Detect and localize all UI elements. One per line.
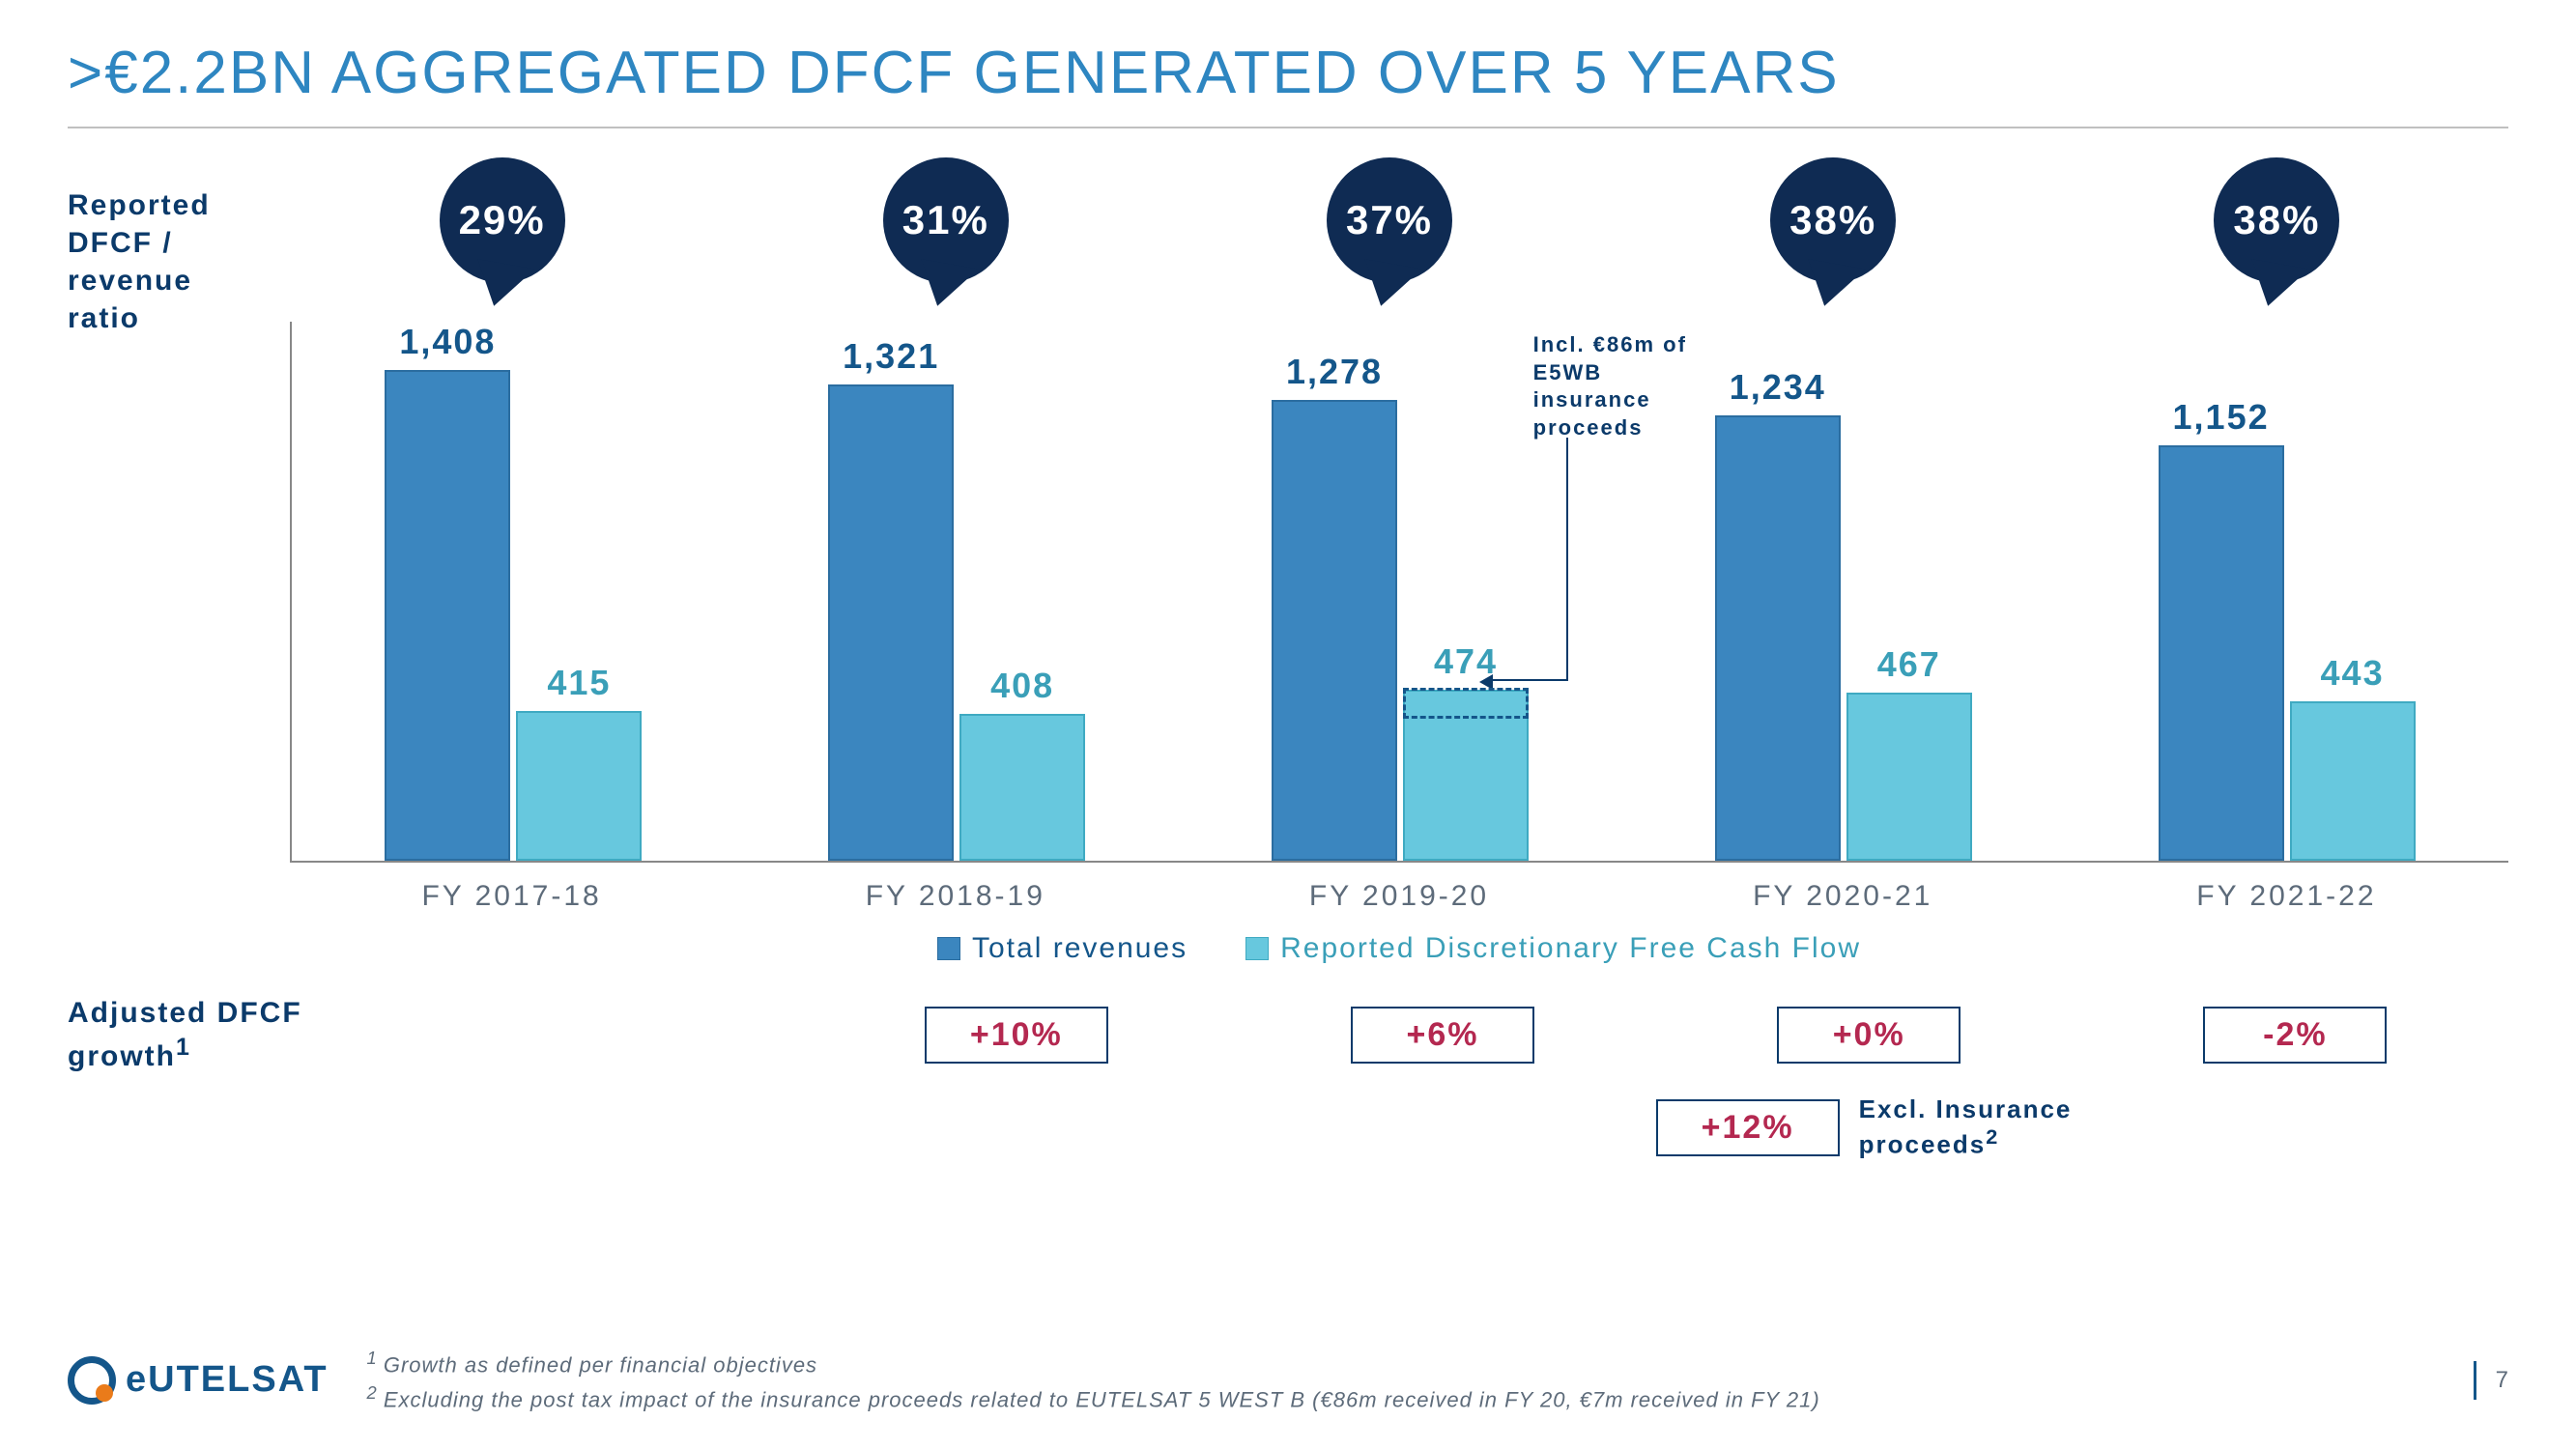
dfcf-bar-wrap: 443 — [2290, 322, 2416, 861]
chart-legend: Total revenues Reported Discretionary Fr… — [290, 932, 2508, 965]
footnote-1: Growth as defined per financial objectiv… — [384, 1352, 817, 1377]
legend-swatch-revenue — [937, 937, 960, 960]
excl-row: +12% Excl. Insurance proceeds2 — [68, 1094, 2508, 1160]
footer: eUTELSAT 1 Growth as defined per financi… — [68, 1346, 2508, 1415]
dfcf-value: 408 — [990, 666, 1054, 706]
bubble-tail-icon — [913, 259, 978, 312]
category-label: FY 2019-20 — [1177, 880, 1620, 913]
dfcf-bar-wrap: 474 — [1403, 322, 1529, 861]
dfcf-value: 443 — [2321, 653, 2385, 694]
ratio-bubble: 31% — [883, 157, 1028, 302]
revenue-bar — [385, 370, 510, 861]
legend-item-revenue: Total revenues — [937, 932, 1188, 965]
revenue-value: 1,408 — [399, 322, 496, 362]
growth-value-box: -2% — [2203, 1007, 2387, 1064]
growth-boxes: +10% +6% +0% -2% — [377, 1007, 2508, 1064]
bubble-tail-icon — [1358, 259, 1422, 312]
legend-swatch-dfcf — [1245, 937, 1269, 960]
category-label: FY 2018-19 — [733, 880, 1177, 913]
growth-row: Adjusted DFCF growth1 +10% +6% +0% -2% — [68, 994, 2508, 1075]
bar-group: 1,234 467 — [1621, 322, 2065, 861]
revenue-bar-wrap: 1,408 — [385, 322, 510, 861]
dfcf-value: 415 — [547, 663, 611, 703]
chart-wrap: 29% 31% 37% 38% 38% Incl. €86m of E5WB i… — [290, 157, 2508, 965]
eutelsat-logo: eUTELSAT — [68, 1356, 329, 1405]
dfcf-bar — [516, 711, 642, 861]
ratio-bubble: 37% — [1327, 157, 1472, 302]
dfcf-value: 467 — [1877, 644, 1941, 685]
content-area: Reported DFCF / revenue ratio 29% 31% 37… — [68, 157, 2508, 965]
logo-text: eUTELSAT — [126, 1359, 329, 1401]
revenue-bar — [828, 384, 954, 861]
bar-group: 1,152 443 — [2065, 322, 2508, 861]
title-divider — [68, 127, 2508, 128]
category-label: FY 2021-22 — [2065, 880, 2508, 913]
revenue-bar-wrap: 1,234 — [1715, 322, 1841, 861]
page-number: 7 — [2474, 1361, 2508, 1400]
dfcf-bar-wrap: 415 — [516, 322, 642, 861]
dfcf-bar-wrap: 467 — [1846, 322, 1972, 861]
logo-mark-icon — [68, 1356, 116, 1405]
dfcf-value: 474 — [1434, 641, 1498, 682]
revenue-bar — [1715, 415, 1841, 861]
revenue-bar-wrap: 1,152 — [2159, 322, 2284, 861]
legend-item-dfcf: Reported Discretionary Free Cash Flow — [1245, 932, 1861, 965]
bar-group: 1,278 474 — [1179, 322, 1622, 861]
legend-label-revenue: Total revenues — [972, 932, 1188, 965]
bubble-tail-icon — [1801, 259, 1866, 312]
ratio-label: Reported DFCF / revenue ratio — [68, 157, 261, 965]
legend-label-dfcf: Reported Discretionary Free Cash Flow — [1280, 932, 1861, 965]
bar-group: 1,321 408 — [735, 322, 1179, 861]
ratio-bubble: 38% — [1770, 157, 1915, 302]
bubble-tail-icon — [470, 259, 534, 312]
footnotes: 1 Growth as defined per financial object… — [367, 1346, 1820, 1415]
revenue-value: 1,278 — [1286, 352, 1383, 392]
slide-title: >€2.2BN AGGREGATED DFCF GENERATED OVER 5… — [68, 39, 2508, 107]
x-axis-labels: FY 2017-18FY 2018-19FY 2019-20FY 2020-21… — [290, 880, 2508, 913]
growth-value-box: +0% — [1777, 1007, 1961, 1064]
revenue-value: 1,234 — [1730, 367, 1826, 408]
revenue-value: 1,321 — [843, 336, 939, 377]
growth-value-box: +10% — [925, 1007, 1108, 1064]
revenue-bar-wrap: 1,278 — [1272, 322, 1397, 861]
footnote-2: Excluding the post tax impact of the ins… — [384, 1387, 1820, 1411]
excl-boxes: +12% Excl. Insurance proceeds2 — [377, 1094, 2508, 1160]
revenue-bar — [1272, 400, 1397, 861]
category-label: FY 2020-21 — [1621, 880, 2065, 913]
ratio-bubble: 29% — [440, 157, 585, 302]
dfcf-bar — [1846, 693, 1972, 861]
bubble-tail-icon — [2245, 259, 2309, 312]
bar-group: 1,408 415 — [292, 322, 735, 861]
dfcf-bar — [1403, 690, 1529, 861]
dfcf-bar — [2290, 701, 2416, 861]
dfcf-bar-wrap: 408 — [959, 322, 1085, 861]
insurance-dash-box — [1403, 688, 1529, 719]
ratio-bubble: 38% — [2214, 157, 2359, 302]
growth-value-box: +6% — [1351, 1007, 1534, 1064]
page-separator — [2474, 1361, 2476, 1400]
bar-chart: Incl. €86m of E5WB insurance proceeds 1,… — [290, 322, 2508, 863]
revenue-bar — [2159, 445, 2284, 861]
bubbles-row: 29% 31% 37% 38% 38% — [290, 157, 2508, 312]
growth-label: Adjusted DFCF growth1 — [68, 994, 377, 1075]
excl-insurance-box: +12% — [1656, 1099, 1840, 1156]
revenue-bar-wrap: 1,321 — [828, 322, 954, 861]
excl-insurance-label: Excl. Insurance proceeds2 — [1859, 1094, 2082, 1160]
category-label: FY 2017-18 — [290, 880, 733, 913]
dfcf-bar — [959, 714, 1085, 861]
revenue-value: 1,152 — [2173, 397, 2270, 438]
